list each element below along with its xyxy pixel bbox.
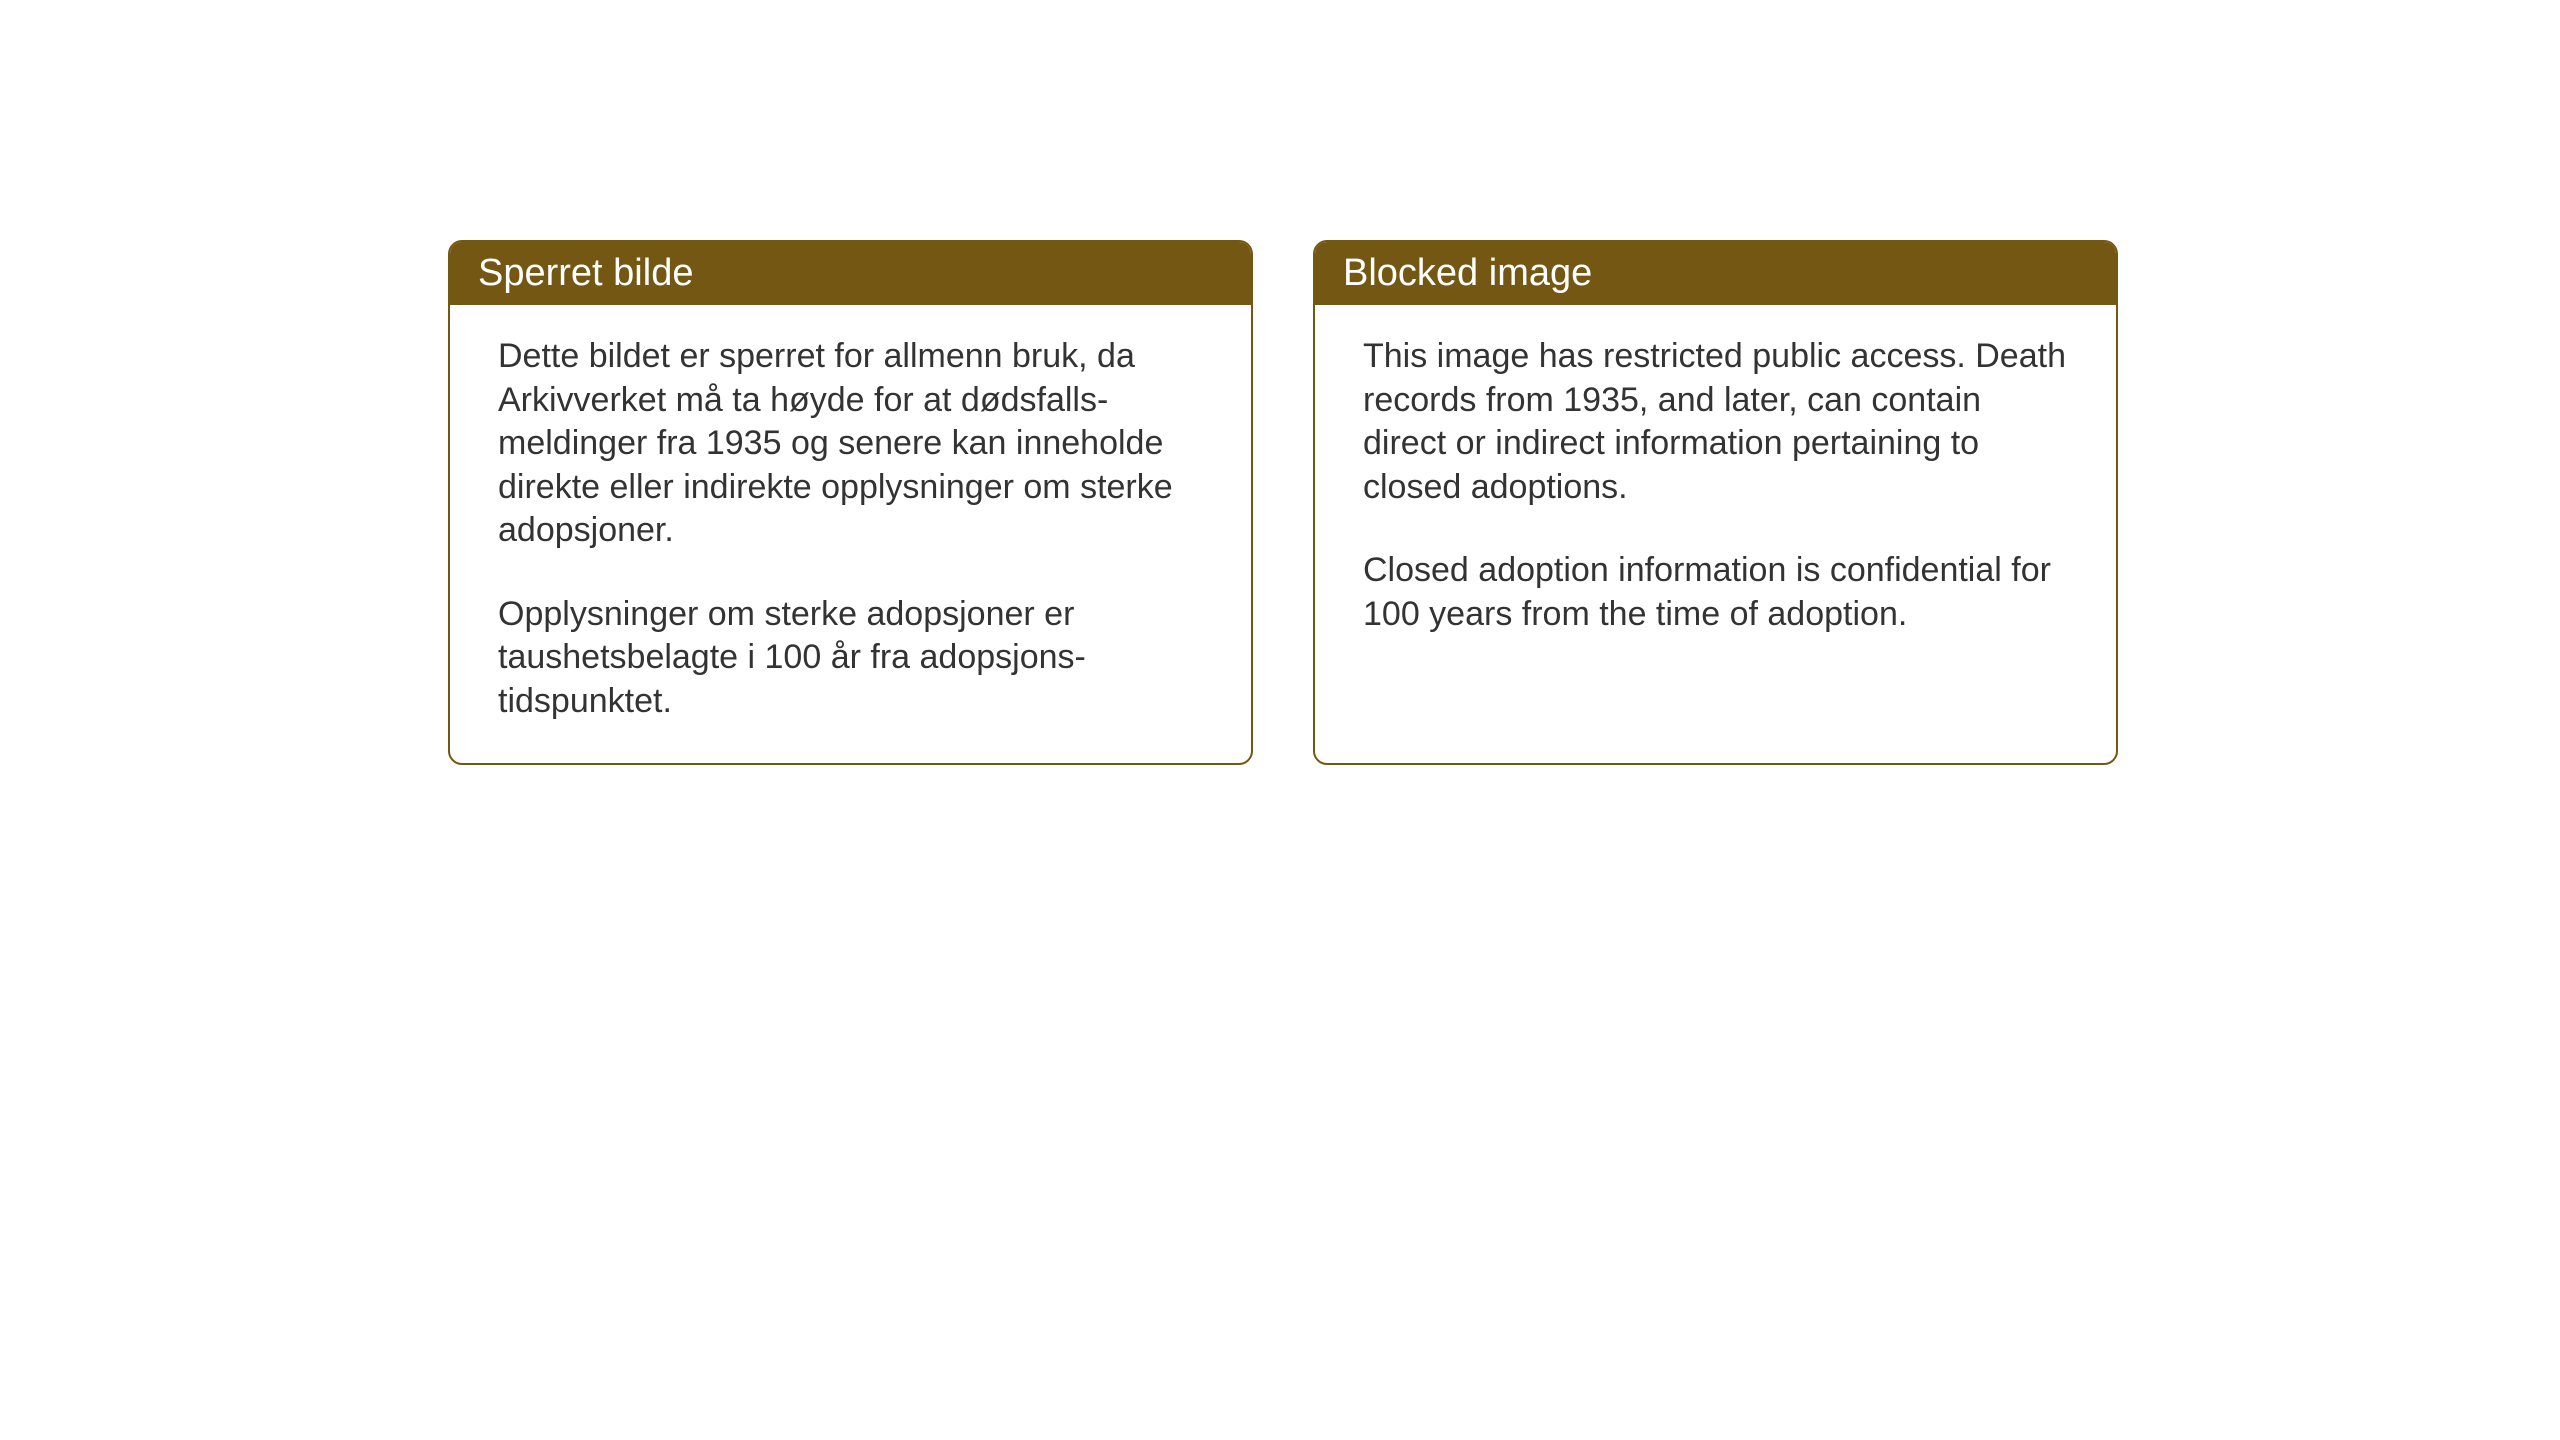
norwegian-paragraph-2: Opplysninger om sterke adopsjoner er tau… (498, 593, 1203, 724)
norwegian-card-body: Dette bildet er sperret for allmenn bruk… (450, 305, 1251, 763)
english-paragraph-1: This image has restricted public access.… (1363, 335, 2068, 509)
norwegian-paragraph-1: Dette bildet er sperret for allmenn bruk… (498, 335, 1203, 553)
english-notice-card: Blocked image This image has restricted … (1313, 240, 2118, 765)
notice-cards-container: Sperret bilde Dette bildet er sperret fo… (448, 240, 2118, 765)
norwegian-notice-card: Sperret bilde Dette bildet er sperret fo… (448, 240, 1253, 765)
english-card-body: This image has restricted public access.… (1315, 305, 2116, 676)
english-paragraph-2: Closed adoption information is confident… (1363, 549, 2068, 636)
english-card-title: Blocked image (1315, 242, 2116, 305)
norwegian-card-title: Sperret bilde (450, 242, 1251, 305)
